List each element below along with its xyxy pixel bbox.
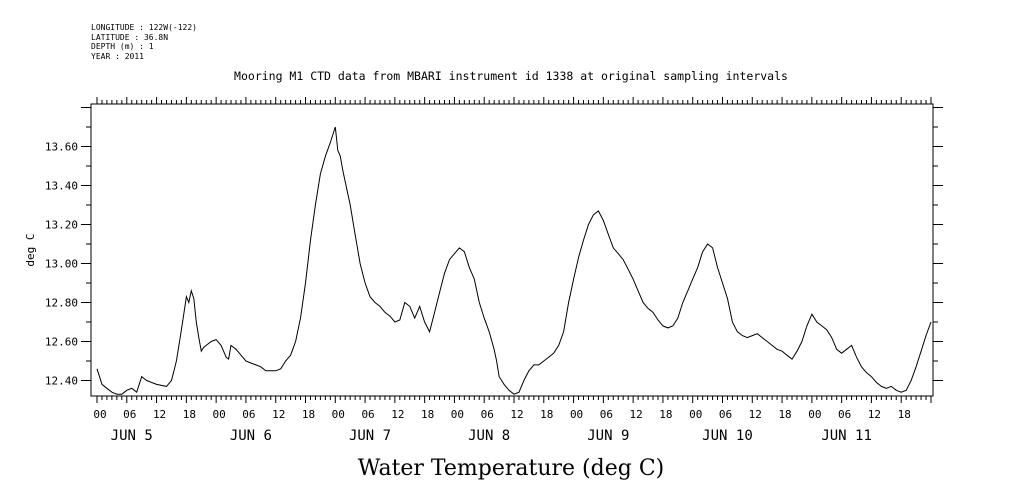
series-layer: [96, 126, 932, 395]
longitude-label: LONGITUDE : 122W(-122): [91, 23, 197, 32]
x-tick-label: 12: [630, 408, 643, 421]
x-tick-label: 18: [540, 408, 553, 421]
x-tick-label: 06: [242, 408, 255, 421]
day-label: JUN 9: [587, 428, 629, 444]
x-tick-label: 06: [361, 408, 374, 421]
x-tick-label: 18: [898, 408, 911, 421]
x-tick-label: 12: [272, 408, 285, 421]
x-tick-label: 00: [93, 408, 106, 421]
x-tick-label: 00: [332, 408, 345, 421]
day-label: JUN 5: [111, 428, 153, 444]
x-axis-label: Water Temperature (deg C): [358, 456, 665, 481]
x-tick-label: 06: [838, 408, 851, 421]
depth-label: DEPTH (m) : 1: [91, 42, 154, 51]
y-tick-label: 13.00: [45, 258, 78, 271]
y-tick-label: 12.60: [45, 336, 78, 349]
day-label: JUN 10: [702, 428, 753, 444]
day-label: JUN 11: [821, 428, 872, 444]
x-tick-label: 06: [600, 408, 613, 421]
plot-frame: [90, 103, 934, 397]
y-tick-label: 13.60: [45, 141, 78, 154]
x-tick-label: 18: [183, 408, 196, 421]
x-tick-label: 12: [153, 408, 166, 421]
year-label: YEAR : 2011: [91, 52, 144, 61]
y-tick-label: 12.40: [45, 375, 78, 388]
day-label: JUN 6: [230, 428, 272, 444]
x-tick-label: 00: [689, 408, 702, 421]
y-tick-label: 12.80: [45, 297, 78, 310]
x-tick-label: 06: [719, 408, 732, 421]
x-tick-label: 06: [481, 408, 494, 421]
chart-title: Mooring M1 CTD data from MBARI instrumen…: [234, 69, 788, 83]
x-tick-label: 18: [302, 408, 315, 421]
x-tick-label: 18: [659, 408, 672, 421]
axes-layer: 00 06 12 18 00 06 12 18 00 06 12 18 00 06 12 18 00 06 12 18…: [45, 97, 943, 444]
x-tick-label: 12: [510, 408, 523, 421]
x-tick-label: 12: [749, 408, 762, 421]
x-tick-label: 00: [213, 408, 226, 421]
x-tick-label: 00: [808, 408, 821, 421]
y-tick-label: 13.40: [45, 180, 78, 193]
x-tick-label: 00: [451, 408, 464, 421]
y-tick-label: 13.20: [45, 219, 78, 232]
day-label: JUN 8: [468, 428, 510, 444]
y-axis-label: deg C: [24, 233, 37, 266]
x-tick-label: 06: [123, 408, 136, 421]
x-tick-label: 12: [391, 408, 404, 421]
x-tick-label: 00: [570, 408, 583, 421]
x-tick-label: 18: [778, 408, 791, 421]
day-label: JUN 7: [349, 428, 391, 444]
x-tick-label: 18: [421, 408, 434, 421]
latitude-label: LATITUDE : 36.8N: [91, 33, 168, 42]
temperature-series-line: [96, 126, 932, 395]
x-tick-label: 12: [868, 408, 881, 421]
